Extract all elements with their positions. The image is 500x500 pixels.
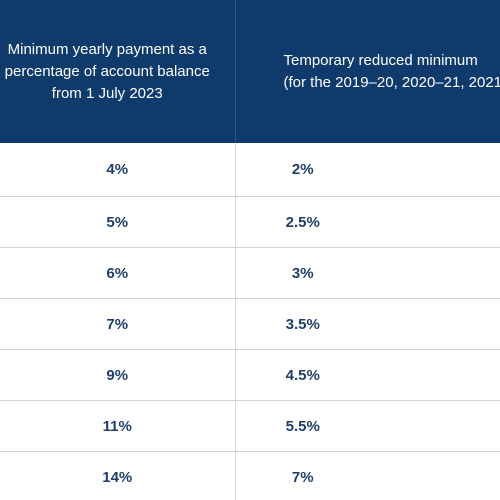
table-row: 5% 2.5% <box>0 196 500 248</box>
header-line: from 1 July 2023 <box>51 84 163 102</box>
reduced-cell: 5.5% <box>235 400 500 452</box>
minimum-cell: 7% <box>0 298 236 350</box>
table-row: 11% 5.5% <box>0 400 500 452</box>
minimum-cell: 6% <box>0 247 236 299</box>
header-line: (for the 2019–20, 2020–21, 2021–22 <box>283 73 500 91</box>
reduced-cell: 3.5% <box>235 298 500 350</box>
reduced-cell: 7% <box>235 451 500 500</box>
table-row: 4% 2% <box>0 143 500 197</box>
reduced-cell: 2.5% <box>235 196 500 248</box>
reduced-cell: 4.5% <box>235 349 500 401</box>
minimum-cell: 5% <box>0 196 236 248</box>
table-header: Minimum yearly payment as a percentage o… <box>0 0 500 143</box>
table-row: 7% 3.5% <box>0 298 500 350</box>
minimum-cell: 9% <box>0 349 236 401</box>
header-line: Temporary reduced minimum <box>283 51 478 69</box>
table-row: 6% 3% <box>0 247 500 299</box>
header-line: percentage of account balance <box>4 62 210 80</box>
table-row: 9% 4.5% <box>0 349 500 401</box>
table-body: 4% 2% 5% 2.5% 6% 3% 7% 3.5% 9% 4.5% 11% … <box>0 143 500 500</box>
header-minimum-yearly-payment: Minimum yearly payment as a percentage o… <box>0 0 236 143</box>
reduced-cell: 2% <box>235 143 500 197</box>
table-row: 14% 7% <box>0 451 500 500</box>
header-row: Minimum yearly payment as a percentage o… <box>0 0 500 143</box>
minimum-cell: 4% <box>0 143 236 197</box>
header-line: Minimum yearly payment as a <box>7 40 207 58</box>
header-temporary-reduced-minimum: Temporary reduced minimum (for the 2019–… <box>235 0 500 143</box>
minimum-cell: 14% <box>0 451 236 500</box>
minimum-cell: 11% <box>0 400 236 452</box>
reduced-cell: 3% <box>235 247 500 299</box>
